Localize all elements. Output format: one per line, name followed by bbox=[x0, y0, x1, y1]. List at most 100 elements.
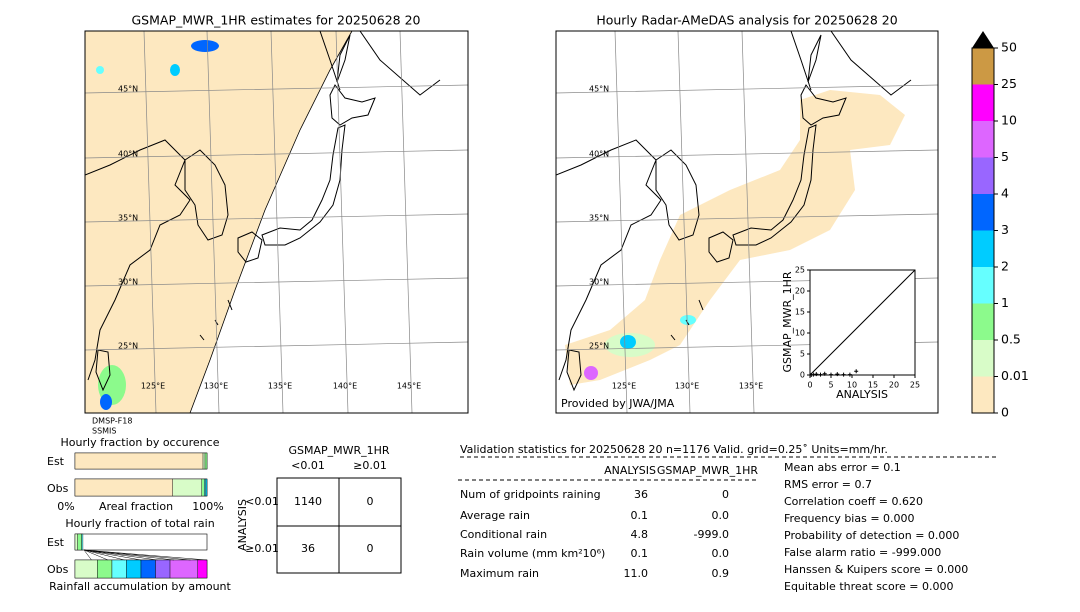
colorbar-bin bbox=[972, 194, 994, 231]
bar-segment bbox=[74, 533, 78, 551]
table-cell: 0 bbox=[367, 495, 374, 508]
colorbar-label: 3 bbox=[1001, 222, 1009, 237]
satellite-label: SSMIS bbox=[92, 427, 117, 436]
score: Correlation coeff = 0.620 bbox=[784, 495, 923, 508]
point bbox=[854, 369, 859, 374]
lon-label: 135°E bbox=[268, 382, 292, 391]
map-frame bbox=[84, 30, 469, 414]
stats-title: Validation statistics for 20250628 20 n=… bbox=[460, 443, 888, 456]
satellite-label: DMSP-F18 bbox=[92, 417, 132, 426]
bar-segment bbox=[74, 559, 98, 579]
connector bbox=[83, 549, 158, 561]
connector bbox=[83, 549, 142, 561]
colorbar: 0 0.01 0.5 1 2 3 4 5 10 25 50 bbox=[971, 31, 1029, 420]
lon-label: 125°E bbox=[141, 382, 165, 391]
fraction-bars: Hourly fraction by occurence Est Obs 0% … bbox=[47, 436, 232, 593]
point bbox=[814, 372, 819, 377]
graticule bbox=[85, 84, 468, 94]
bar-segment bbox=[205, 478, 208, 497]
estimate-value: 0.9 bbox=[712, 567, 730, 580]
x-tick-label: 15 bbox=[868, 381, 878, 390]
panel-title: Hourly fraction of total rain bbox=[65, 517, 214, 530]
graticule bbox=[556, 213, 938, 223]
y-tick-label: 5 bbox=[800, 350, 805, 359]
score: Hanssen & Kuipers score = 0.000 bbox=[784, 563, 968, 576]
analysis-value: 0.1 bbox=[631, 547, 649, 560]
score: RMS error = 0.7 bbox=[784, 478, 872, 491]
graticule bbox=[206, 31, 220, 413]
rain-area bbox=[85, 31, 352, 413]
rain-area bbox=[565, 90, 905, 385]
bar-segment bbox=[81, 533, 84, 551]
bar-segment bbox=[202, 452, 206, 470]
y-tick-label: 25 bbox=[795, 266, 805, 275]
colorbar-label: 0.5 bbox=[1001, 332, 1021, 347]
lat-label: 30°N bbox=[589, 278, 609, 287]
score: Equitable threat score = 0.000 bbox=[784, 580, 953, 593]
graticule bbox=[270, 31, 284, 413]
colorbar-bin bbox=[972, 376, 994, 413]
validation-statistics: Validation statistics for 20250628 20 n=… bbox=[458, 443, 996, 593]
point bbox=[822, 371, 827, 376]
scatter-inset: ANALYSIS GSMAP_MWR_1HR 0 5 10 15 20 25 0 5 10 15 2… bbox=[781, 266, 920, 402]
colorbar-label: 2 bbox=[1001, 259, 1009, 274]
y-axis-label: GSMAP_MWR_1HR bbox=[781, 271, 794, 372]
analysis-value: 11.0 bbox=[624, 567, 649, 580]
bar-segment bbox=[74, 478, 173, 497]
lat-label: 45°N bbox=[118, 85, 138, 94]
graticule bbox=[85, 341, 468, 351]
row-label: Est bbox=[47, 536, 65, 549]
graticule bbox=[556, 84, 938, 94]
lat-label: 35°N bbox=[589, 214, 609, 223]
swath-edge bbox=[189, 31, 353, 413]
point bbox=[847, 372, 852, 377]
colorbar-bin bbox=[972, 230, 994, 267]
y-tick-label: 10 bbox=[795, 329, 805, 338]
y-tick-label: 15 bbox=[795, 308, 805, 317]
lon-label: 130°E bbox=[204, 382, 228, 391]
graticule bbox=[741, 31, 755, 413]
y-tick-label: 20 bbox=[795, 287, 805, 296]
table-cell: 1140 bbox=[294, 495, 322, 508]
rain-cell bbox=[191, 40, 219, 52]
connector bbox=[83, 549, 109, 561]
left-map: 45°N 40°N 35°N 30°N 25°N 125°E 130°E 135°E 140°E… bbox=[84, 13, 469, 436]
score: Frequency bias = 0.000 bbox=[784, 512, 915, 525]
lat-label: 30°N bbox=[118, 278, 138, 287]
lat-label: 35°N bbox=[118, 214, 138, 223]
rain-cell bbox=[96, 66, 104, 74]
score: Mean abs error = 0.1 bbox=[784, 461, 901, 474]
lon-label: 125°E bbox=[612, 382, 636, 391]
row-label: Conditional rain bbox=[460, 528, 547, 541]
column-header: <0.01 bbox=[291, 459, 325, 472]
lat-label: 25°N bbox=[589, 342, 609, 351]
row-label: Num of gridpoints raining bbox=[460, 488, 601, 501]
rain-cell bbox=[680, 315, 696, 325]
colorbar-bin bbox=[972, 303, 994, 340]
graticule bbox=[556, 149, 938, 159]
column-header: ≥0.01 bbox=[353, 459, 387, 472]
column-header: GSMAP_MWR_1HR bbox=[657, 464, 758, 477]
point bbox=[829, 372, 833, 377]
axis-label: Areal fraction bbox=[99, 500, 173, 513]
colorbar-label: 25 bbox=[1001, 76, 1017, 91]
table-title: GSMAP_MWR_1HR bbox=[288, 444, 389, 457]
graticule bbox=[85, 277, 468, 287]
analysis-value: 0.1 bbox=[631, 509, 649, 522]
bar-segment bbox=[169, 559, 198, 579]
map-title: Hourly Radar-AMeDAS analysis for 2025062… bbox=[596, 13, 897, 28]
analysis-value: 36 bbox=[634, 488, 648, 501]
map-title: GSMAP_MWR_1HR estimates for 20250628 20 bbox=[132, 13, 421, 28]
credit: Provided by JWA/JMA bbox=[561, 397, 675, 410]
bar-segment bbox=[140, 559, 156, 579]
lat-label: 40°N bbox=[118, 150, 138, 159]
axis-label: 100% bbox=[192, 500, 223, 513]
estimate-value: 0.0 bbox=[712, 547, 730, 560]
table-cell: 0 bbox=[367, 542, 374, 555]
panel-title: Hourly fraction by occurence bbox=[61, 436, 220, 449]
table-cell: 36 bbox=[301, 542, 315, 555]
bar-segment bbox=[111, 559, 127, 579]
estimate-value: 0 bbox=[722, 488, 729, 501]
column-header: ANALYSIS bbox=[604, 464, 656, 477]
